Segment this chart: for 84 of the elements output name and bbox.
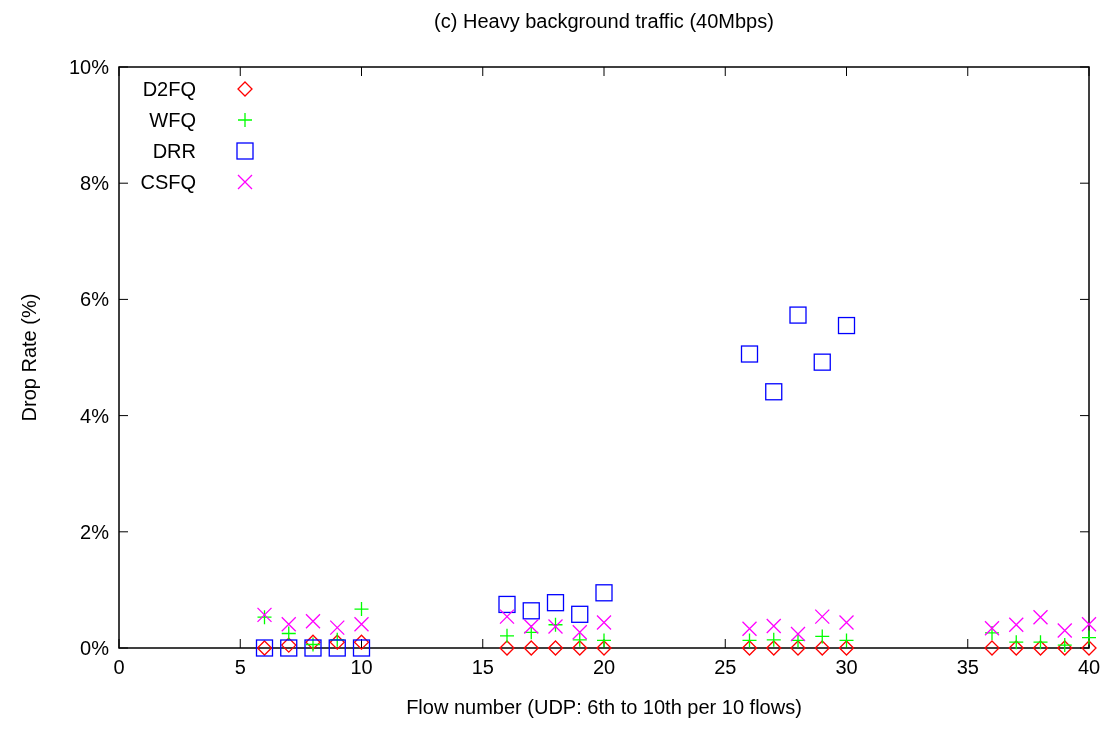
point: [814, 628, 830, 645]
x-axis-title: Flow number (UDP: 6th to 10th per 10 flows): [406, 696, 802, 718]
point: [984, 620, 1000, 636]
point: [305, 613, 321, 629]
point: [984, 625, 1000, 641]
point: [304, 639, 322, 657]
x-tick-label: 35: [956, 656, 979, 678]
x-tick-label: 20: [592, 656, 616, 678]
point: [984, 640, 1000, 656]
x-tick-label: 10: [350, 656, 373, 678]
point: [523, 640, 539, 656]
y-tick-label: 10%: [68, 56, 110, 78]
chart-title: (c) Heavy background traffic (40Mbps): [434, 10, 774, 32]
x-tick-label: 25: [714, 656, 737, 678]
x-tick-label: 5: [234, 656, 246, 678]
point: [741, 621, 758, 637]
legend-label: WFQ: [149, 109, 196, 131]
point: [766, 618, 782, 634]
point: [547, 640, 564, 656]
point: [740, 345, 759, 363]
legend-label: DRR: [152, 140, 196, 162]
x-tick-label: 30: [835, 656, 858, 678]
y-tick-label: 0%: [80, 637, 110, 659]
legend-label: CSFQ: [140, 171, 196, 193]
point: [353, 601, 370, 617]
y-axis-title: Drop Rate (%): [18, 293, 40, 422]
x-tick-label: 15: [471, 656, 494, 678]
y-tick-label: 8%: [80, 172, 110, 195]
point: [790, 632, 806, 649]
point: [546, 594, 565, 612]
point: [571, 605, 589, 623]
x-tick-label: 40: [1077, 656, 1101, 678]
point: [572, 632, 588, 648]
point: [596, 632, 612, 649]
point: [1032, 634, 1049, 650]
point: [499, 608, 515, 625]
point: [1081, 616, 1097, 632]
point: [281, 637, 297, 653]
point: [814, 640, 830, 656]
point: [838, 614, 855, 631]
point: [765, 383, 783, 401]
point: [1081, 640, 1097, 656]
point: [572, 640, 588, 656]
point: [498, 595, 516, 614]
point: [281, 616, 297, 632]
point: [741, 640, 758, 656]
y-tick-label: 6%: [80, 288, 110, 311]
point: [596, 640, 612, 656]
point: [1032, 609, 1049, 625]
point: [838, 640, 855, 656]
point: [328, 639, 346, 657]
point: [837, 316, 856, 335]
point: [1081, 629, 1097, 646]
point: [741, 632, 758, 649]
point: [352, 639, 371, 657]
point: [522, 602, 540, 620]
legend-label: D2FQ: [142, 78, 196, 100]
point: [789, 306, 807, 324]
point: [353, 634, 370, 650]
point: [499, 628, 515, 644]
point: [1008, 640, 1024, 656]
point: [595, 584, 613, 602]
point: [1057, 622, 1073, 639]
point: [572, 624, 588, 640]
x-tick-label: 0: [113, 656, 125, 678]
y-tick-label: 2%: [80, 520, 110, 543]
point: [790, 640, 806, 656]
point: [523, 618, 539, 635]
point: [766, 640, 782, 656]
y-tick-label: 4%: [80, 404, 110, 427]
point: [838, 632, 855, 649]
point: [790, 626, 806, 642]
point: [280, 639, 298, 657]
point: [1008, 617, 1024, 633]
point: [281, 625, 297, 642]
point: [814, 608, 830, 625]
point: [813, 353, 831, 371]
point: [1032, 640, 1049, 656]
point: [596, 614, 612, 631]
point: [353, 616, 370, 632]
point: [499, 640, 515, 656]
point: [329, 620, 345, 636]
point: [766, 632, 782, 648]
point: [1008, 634, 1024, 650]
